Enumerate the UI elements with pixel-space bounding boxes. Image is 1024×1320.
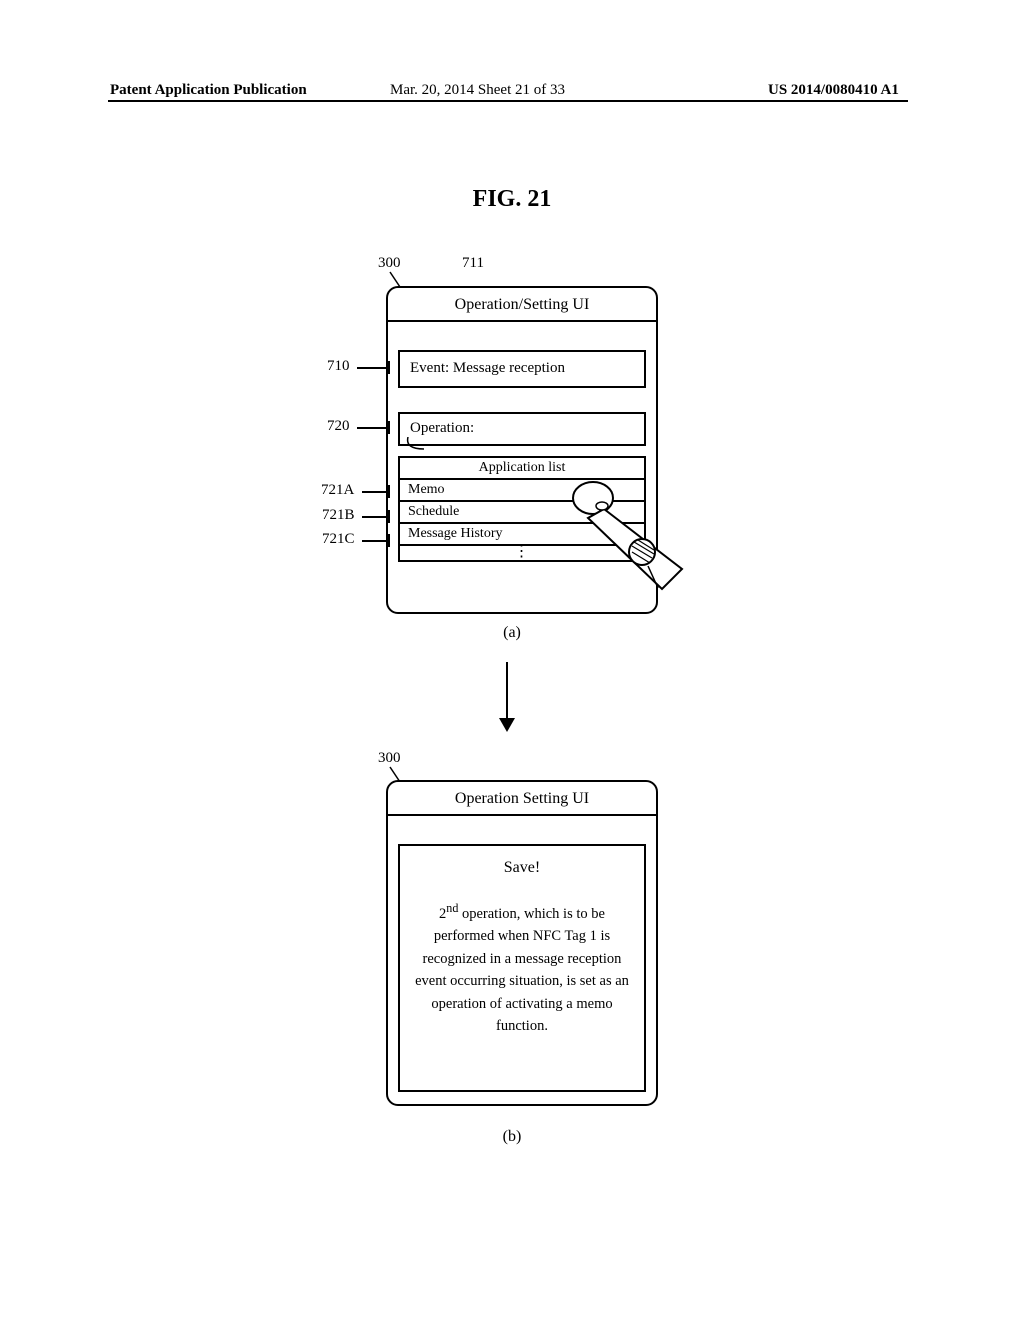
ref-710: 710	[327, 358, 350, 375]
device-panel-b: Operation Setting UI Save! 2nd operation…	[386, 780, 658, 1106]
lead-721c	[362, 540, 390, 542]
lead-721b-tick	[388, 510, 390, 523]
lead-721a	[362, 491, 390, 493]
ref-721c: 721C	[322, 531, 355, 548]
finger-pointer-icon	[564, 474, 684, 594]
save-body-post: operation, which is to be performed when…	[415, 906, 629, 1034]
event-box: Event: Message reception	[398, 350, 646, 388]
save-message-box: Save! 2nd operation, which is to be perf…	[398, 844, 646, 1092]
save-body: 2nd operation, which is to be performed …	[412, 899, 632, 1038]
lead-721a-tick	[388, 485, 390, 498]
header-rule	[108, 100, 908, 102]
flow-arrow-head-icon	[499, 718, 515, 732]
lead-721b	[362, 516, 390, 518]
header-left: Patent Application Publication	[110, 82, 307, 99]
ref-711: 711	[462, 255, 484, 272]
panel-b-title-rule	[388, 814, 656, 816]
flow-arrow-shaft	[506, 662, 508, 720]
save-heading: Save!	[412, 856, 632, 881]
lead-721c-tick	[388, 534, 390, 547]
lead-720-tick	[388, 421, 390, 434]
ref-721b: 721B	[322, 507, 355, 524]
lead-710	[357, 367, 390, 369]
panel-b-caption: (b)	[0, 1128, 1024, 1146]
figure-title: FIG. 21	[0, 186, 1024, 213]
panel-a-caption: (a)	[0, 624, 1024, 642]
ref-721a: 721A	[321, 482, 354, 499]
panel-b-title: Operation Setting UI	[388, 782, 656, 808]
panel-a-title-rule	[388, 320, 656, 322]
ref-720: 720	[327, 418, 350, 435]
lead-710-tick	[388, 361, 390, 374]
lead-720-curve	[390, 437, 430, 451]
operation-box: Operation:	[398, 412, 646, 446]
panel-a-title: Operation/Setting UI	[388, 288, 656, 314]
lead-720	[357, 427, 390, 429]
save-body-sup: nd	[446, 901, 458, 915]
header-right: US 2014/0080410 A1	[768, 82, 899, 99]
header-mid: Mar. 20, 2014 Sheet 21 of 33	[390, 82, 565, 99]
